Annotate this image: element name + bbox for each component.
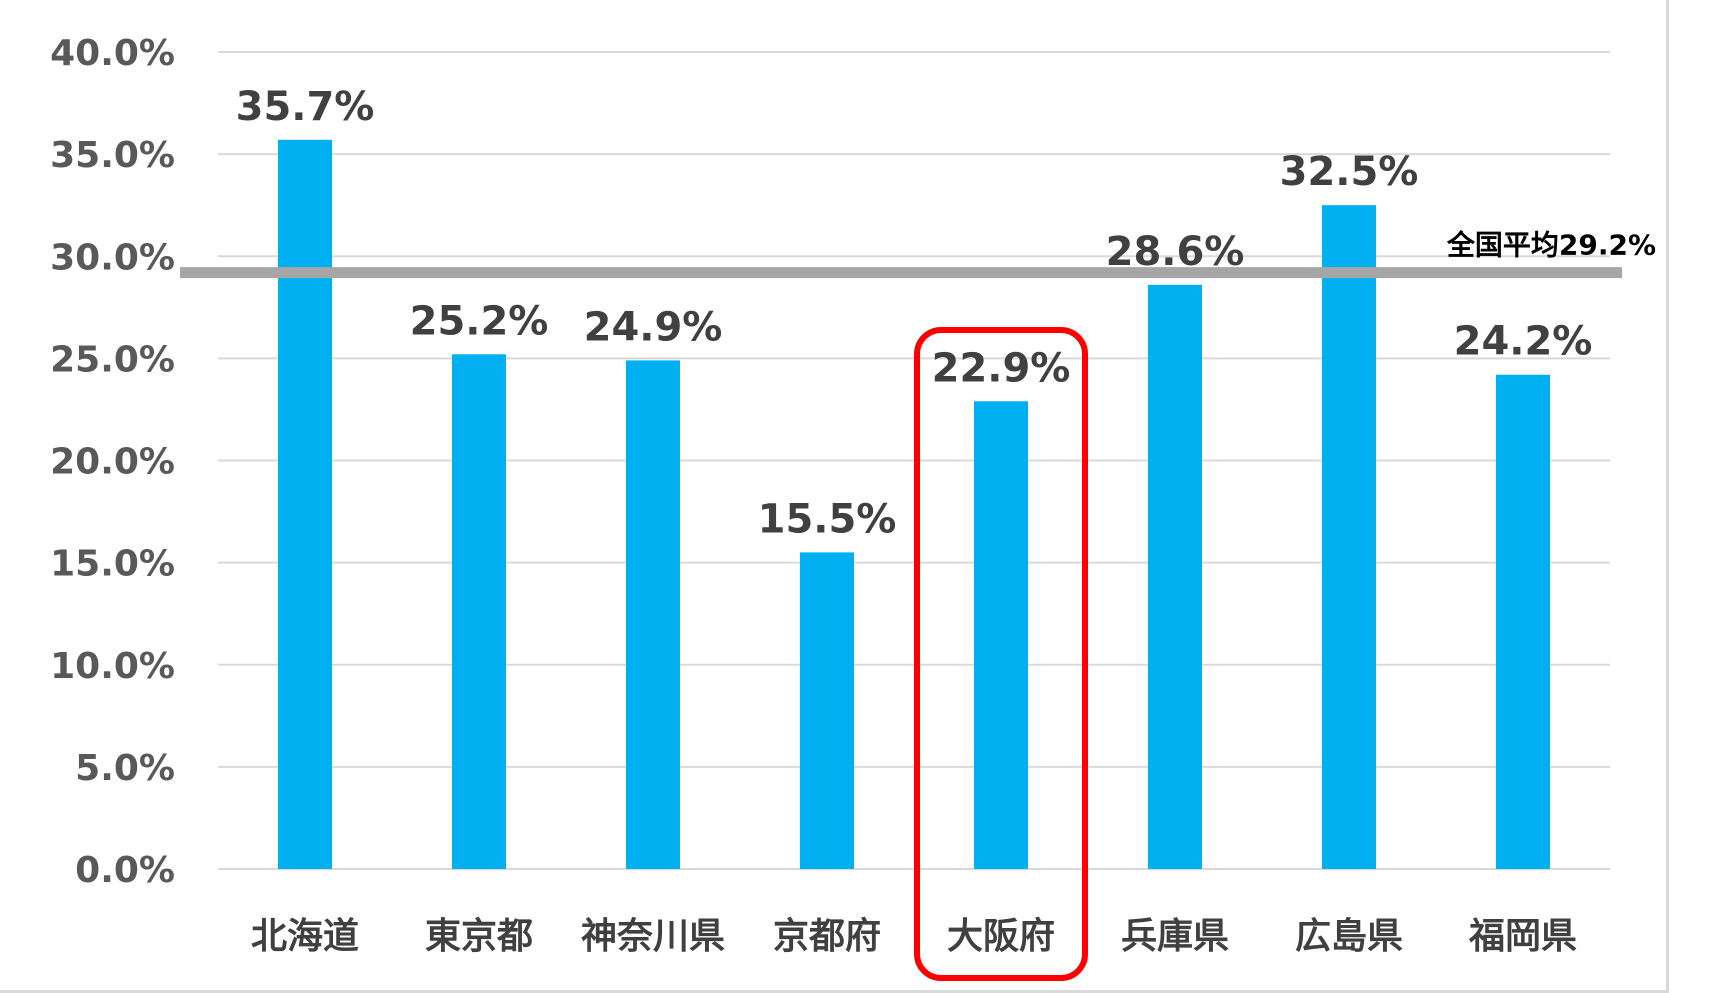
y-tick-label: 15.0% bbox=[50, 544, 175, 585]
data-label: 25.2% bbox=[410, 298, 549, 344]
bar bbox=[1496, 374, 1550, 869]
chart-frame-bottom bbox=[0, 990, 1669, 993]
bar bbox=[278, 139, 332, 869]
x-tick-label: 神奈川県 bbox=[581, 916, 725, 957]
data-label: 28.6% bbox=[1106, 229, 1245, 275]
data-label: 24.9% bbox=[584, 304, 723, 350]
bar bbox=[452, 354, 506, 869]
y-tick-label: 35.0% bbox=[50, 135, 175, 176]
x-tick-label: 東京都 bbox=[425, 915, 533, 957]
y-axis: 0.0% 5.0% 10.0% 15.0% 20.0% 25.0% 30.0% 35.0% 40… bbox=[50, 33, 175, 891]
y-tick-label: 5.0% bbox=[75, 748, 175, 789]
data-labels: 35.7% 25.2% 24.9% 15.5% 22.9% 28.6% 32.5% 24.2% bbox=[236, 84, 1593, 543]
data-label: 24.2% bbox=[1454, 319, 1593, 365]
bar bbox=[1322, 205, 1376, 869]
x-tick-label: 兵庫県 bbox=[1121, 916, 1229, 957]
data-label: 35.7% bbox=[236, 84, 375, 130]
bar bbox=[800, 552, 854, 869]
y-tick-label: 30.0% bbox=[50, 237, 175, 278]
data-label: 32.5% bbox=[1280, 149, 1419, 195]
reference-line-label: 全国平均29.2% bbox=[1446, 229, 1656, 262]
bar bbox=[974, 401, 1028, 869]
data-label: 22.9% bbox=[932, 345, 1071, 391]
y-tick-label: 0.0% bbox=[75, 850, 175, 891]
x-tick-label: 広島県 bbox=[1295, 916, 1403, 957]
highlight-box bbox=[914, 327, 1088, 981]
x-axis: 北海道 東京都 神奈川県 京都府 大阪府 兵庫県 広島県 福岡県 bbox=[251, 915, 1577, 957]
bar bbox=[626, 360, 680, 869]
chart-frame-right bbox=[1666, 0, 1669, 993]
y-tick-label: 10.0% bbox=[50, 646, 175, 687]
x-tick-label: 大阪府 bbox=[947, 915, 1055, 957]
bar bbox=[1148, 284, 1202, 870]
reference-line-group: 全国平均29.2% bbox=[180, 229, 1656, 279]
y-tick-label: 20.0% bbox=[50, 442, 175, 483]
data-label: 15.5% bbox=[758, 496, 897, 542]
y-tick-label: 40.0% bbox=[50, 33, 175, 74]
x-tick-label: 北海道 bbox=[251, 916, 359, 957]
bars bbox=[278, 139, 1550, 870]
x-tick-label: 福岡県 bbox=[1468, 916, 1577, 957]
y-tick-label: 25.0% bbox=[50, 339, 175, 380]
highlight-group bbox=[914, 327, 1088, 981]
x-tick-label: 京都府 bbox=[773, 915, 881, 957]
